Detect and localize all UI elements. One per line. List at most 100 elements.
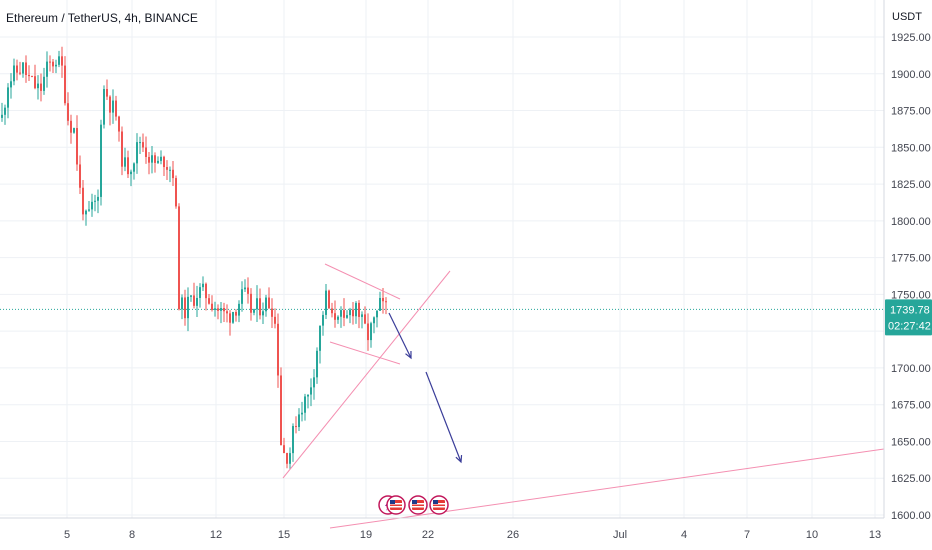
us-flag-event-icon[interactable] — [386, 495, 406, 515]
candle — [250, 288, 252, 321]
candle — [247, 277, 249, 304]
candle — [112, 89, 114, 124]
candle — [58, 50, 60, 68]
candle-body — [376, 310, 378, 318]
us-flag-event-icon[interactable] — [408, 495, 428, 515]
candle-body — [121, 131, 123, 167]
candle-body — [169, 169, 171, 171]
candle — [13, 58, 15, 86]
candle-body — [172, 169, 174, 179]
candle — [157, 156, 159, 164]
candle — [379, 291, 381, 311]
currency-label: USDT — [892, 11, 922, 23]
candle — [70, 114, 72, 144]
candle — [124, 147, 126, 172]
y-tick-label: 1625.00 — [891, 473, 931, 485]
candle — [220, 301, 222, 324]
candle-body — [1, 114, 3, 118]
us-flag-event-icon[interactable] — [429, 495, 449, 515]
candle-body — [250, 293, 252, 313]
candle — [226, 304, 228, 323]
candle-body — [337, 316, 339, 320]
candle-body — [58, 56, 60, 65]
grid — [0, 0, 884, 518]
candle — [175, 175, 177, 209]
candle-body — [142, 142, 144, 148]
countdown-value: 02:27:42 — [888, 320, 931, 332]
candle — [271, 298, 273, 329]
candle-body — [79, 164, 81, 188]
candle-body — [64, 65, 66, 104]
candle-body — [70, 120, 72, 133]
candle-body — [133, 163, 135, 172]
candle-body — [256, 298, 258, 310]
candle — [172, 160, 174, 186]
last-price-value: 1739.78 — [890, 304, 930, 316]
candle-body — [124, 157, 126, 167]
candle — [277, 313, 279, 388]
candle-body — [52, 61, 54, 67]
candle — [178, 203, 180, 311]
candle — [190, 295, 192, 302]
candle-body — [157, 160, 159, 163]
candle-body — [232, 311, 234, 323]
candle — [316, 347, 318, 384]
candle — [364, 306, 366, 325]
candle-body — [301, 412, 303, 415]
candle — [358, 300, 360, 329]
candle-body — [319, 325, 321, 351]
candle-body — [82, 187, 84, 215]
candle — [262, 302, 264, 325]
candle — [67, 92, 69, 126]
triangle-lower-line — [329, 341, 401, 365]
candle — [283, 437, 285, 454]
candle-body — [184, 297, 186, 319]
candle-body — [313, 377, 315, 388]
candle — [94, 194, 96, 212]
candle-body — [205, 283, 207, 299]
candle-body — [40, 83, 42, 91]
candle — [160, 150, 162, 165]
candle — [256, 285, 258, 322]
candle-body — [295, 426, 297, 428]
candle-body — [352, 309, 354, 317]
candle-body — [292, 426, 294, 454]
candle — [22, 61, 24, 78]
triangle-upper-line — [324, 263, 401, 300]
candle — [145, 136, 147, 164]
candle — [61, 46, 63, 78]
candle — [370, 321, 372, 348]
y-tick-label: 1850.00 — [891, 142, 931, 154]
candle — [73, 127, 75, 134]
candle-body — [76, 128, 78, 165]
candle-body — [28, 74, 30, 77]
candle-body — [367, 323, 369, 341]
candle — [97, 189, 99, 214]
candle-body — [289, 453, 291, 464]
events — [378, 495, 449, 515]
candle — [163, 155, 165, 177]
candle — [127, 150, 129, 178]
candle — [298, 408, 300, 431]
candle-body — [283, 445, 285, 454]
candle-body — [271, 308, 273, 317]
y-tick-label: 1825.00 — [891, 179, 931, 191]
candle-body — [118, 116, 120, 132]
candle — [289, 447, 291, 470]
x-tick-label: 5 — [64, 529, 70, 541]
candle-body — [43, 76, 45, 91]
x-tick-label: 22 — [422, 529, 434, 541]
candle — [202, 276, 204, 292]
candle-body — [181, 297, 183, 310]
candle — [340, 306, 342, 328]
candle-body — [226, 311, 228, 314]
candle — [43, 67, 45, 95]
candle — [139, 136, 141, 155]
drawings — [0, 263, 885, 529]
x-tick-label: 12 — [210, 529, 222, 541]
candle-body — [358, 302, 360, 317]
candle-body — [88, 209, 90, 211]
candle — [295, 416, 297, 434]
